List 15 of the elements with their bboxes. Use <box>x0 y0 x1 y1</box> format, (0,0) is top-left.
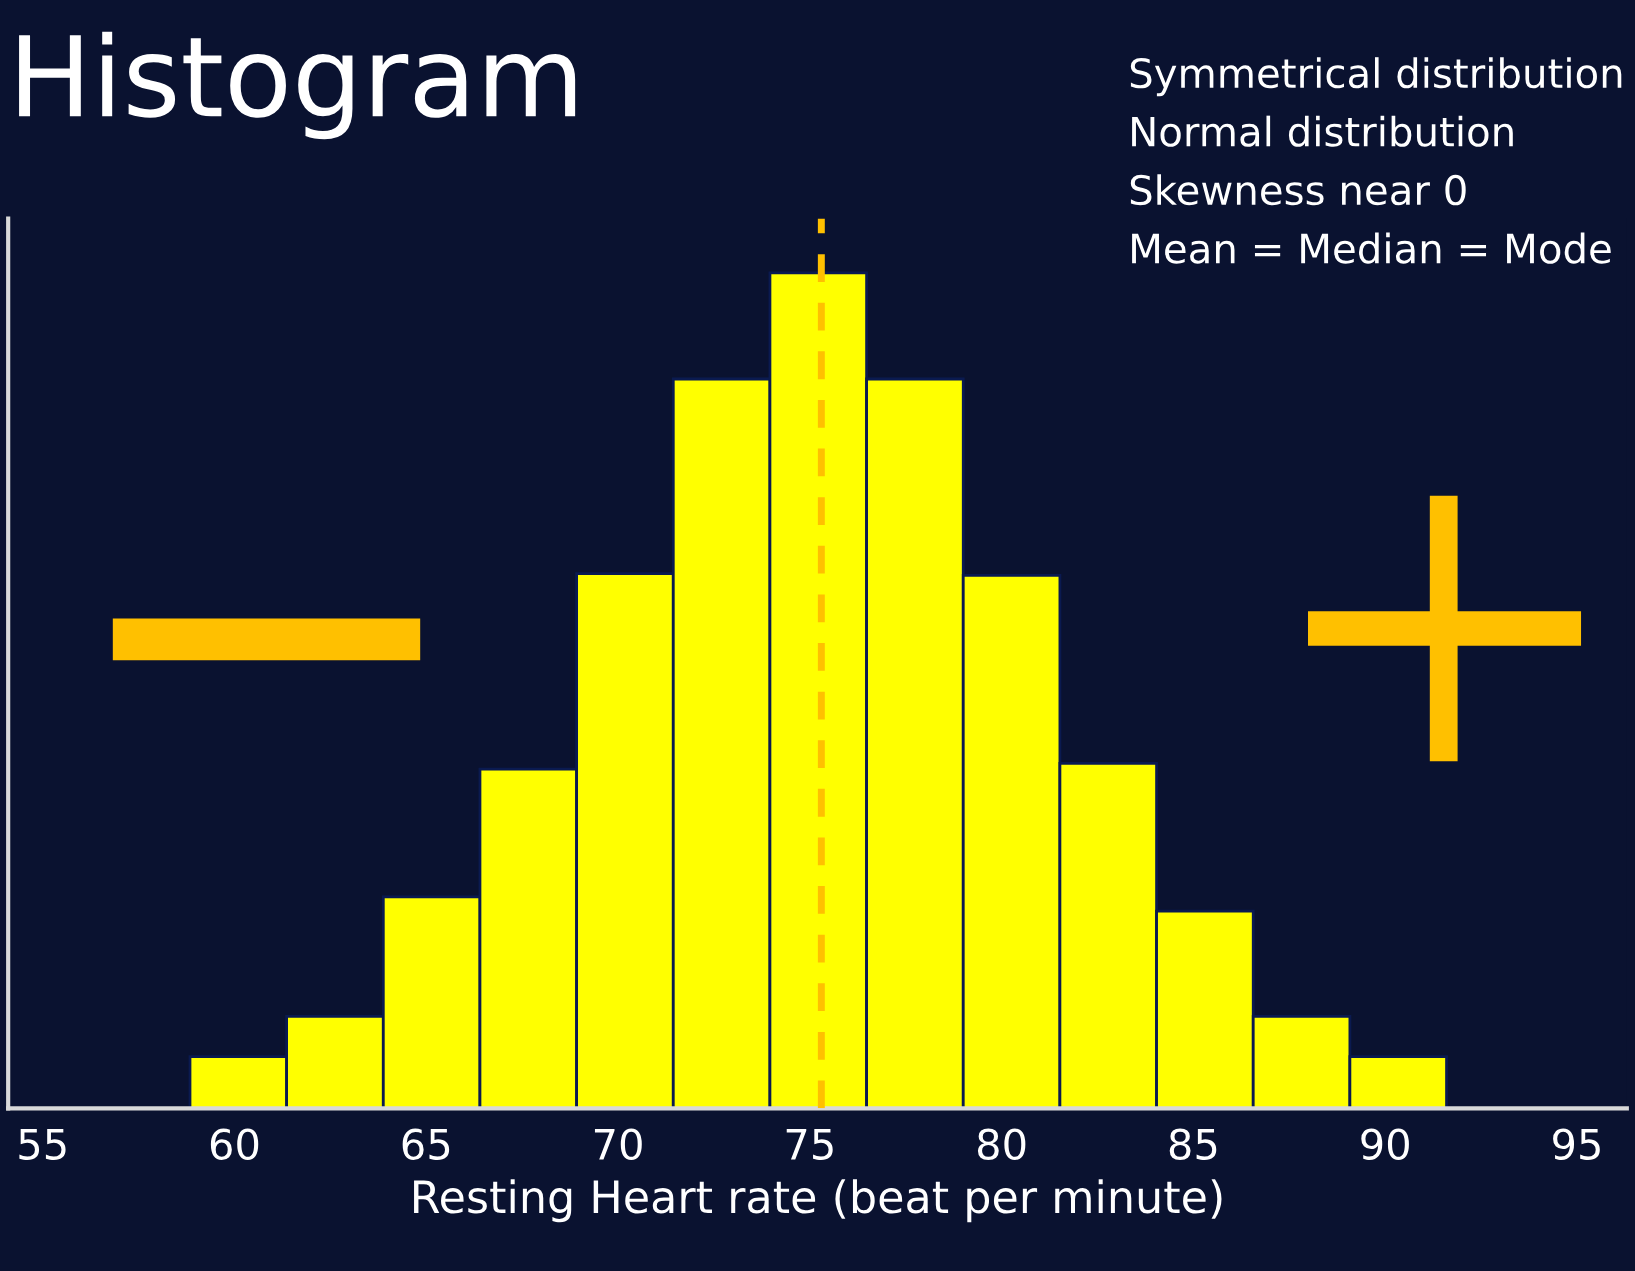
text: Skewness near 0 <box>1130 174 1466 206</box>
text: Normal distribution <box>1132 115 1513 147</box>
x-tick-label: 80 <box>977 1128 1026 1161</box>
text: Mean = Median = Mode <box>1132 232 1611 264</box>
x-tick-label: 75 <box>786 1129 833 1161</box>
x-tick-label: 55 <box>19 1129 66 1161</box>
x-tick-label: 70 <box>594 1128 642 1161</box>
x-tick-label: 85 <box>1169 1128 1217 1161</box>
chart-title: Histogram <box>19 31 576 140</box>
x-tick-label: 60 <box>210 1128 259 1161</box>
x-tick-label: 90 <box>1361 1128 1409 1161</box>
x-tick-label: 65 <box>402 1128 450 1161</box>
x-tick-label: 95 <box>1553 1128 1600 1161</box>
x-axis-title: Resting Heart rate (beat per minute) <box>414 1179 1222 1223</box>
text: Symmetrical distribution <box>1130 57 1622 97</box>
